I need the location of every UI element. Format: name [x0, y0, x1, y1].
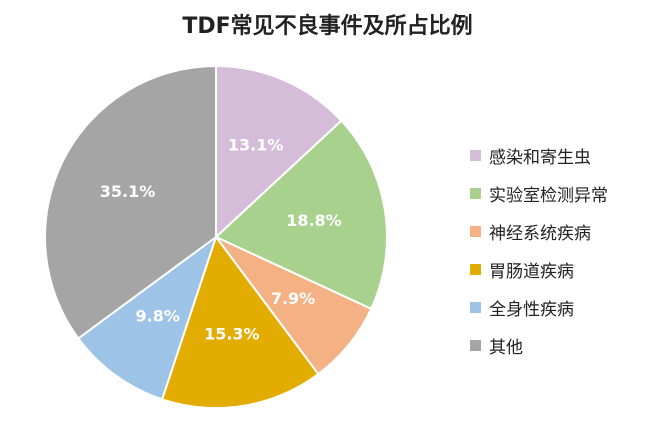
legend-label: 胃肠道疾病 [489, 261, 574, 282]
legend-item-5: 全身性疾病 [470, 288, 608, 326]
legend-swatch [470, 263, 481, 275]
legend-label: 感染和寄生虫 [489, 147, 591, 168]
slice-label-1: 13.1% [228, 136, 284, 155]
legend-swatch [470, 187, 481, 199]
pie-slice-5 [76, 234, 218, 401]
slice-label-5: 9.8% [136, 307, 180, 326]
legend-item-2: 实验室检测异常 [470, 174, 608, 212]
legend-label: 其他 [489, 337, 523, 358]
slice-label-4: 15.3% [204, 324, 260, 343]
slice-label-3: 7.9% [271, 289, 315, 308]
legend-swatch [470, 301, 481, 313]
pie-slice-6 [44, 64, 217, 340]
pie-slice-2 [214, 119, 388, 311]
slice-label-2: 18.8% [286, 211, 342, 230]
legend-item-4: 胃肠道疾病 [470, 250, 608, 288]
pie-slice-4 [160, 234, 320, 409]
legend-item-6: 其他 [470, 326, 608, 364]
legend-item-3: 神经系统疾病 [470, 212, 608, 250]
legend-label: 全身性疾病 [489, 299, 574, 320]
pie-slice-1 [215, 64, 343, 240]
legend: 感染和寄生虫 实验室检测异常 神经系统疾病 胃肠道疾病全身性疾病其他 [470, 136, 608, 364]
legend-item-1: 感染和寄生虫 [470, 136, 608, 174]
slice-label-6: 35.1% [100, 182, 156, 201]
legend-label: 实验室检测异常 [489, 185, 608, 206]
legend-swatch [470, 339, 481, 351]
legend-label: 神经系统疾病 [489, 223, 591, 244]
legend-swatch [470, 149, 481, 161]
legend-swatch [470, 225, 481, 237]
chart-title: TDF常见不良事件及所占比例 [182, 14, 473, 39]
